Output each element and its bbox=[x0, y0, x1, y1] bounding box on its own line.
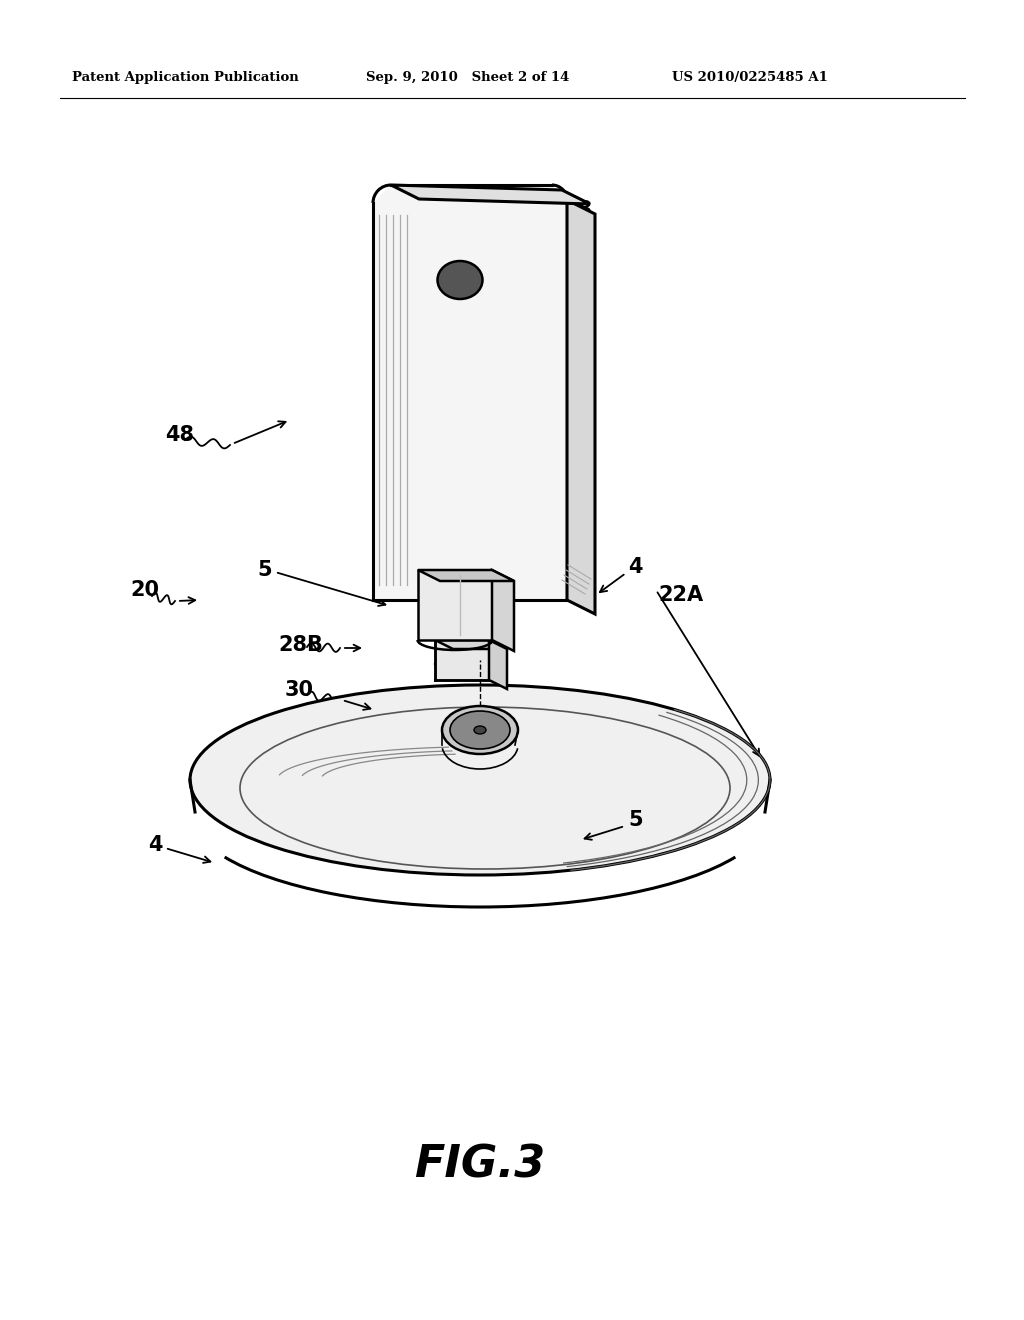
Text: Sep. 9, 2010   Sheet 2 of 14: Sep. 9, 2010 Sheet 2 of 14 bbox=[366, 71, 569, 84]
Polygon shape bbox=[391, 185, 590, 205]
Text: 4: 4 bbox=[628, 557, 642, 577]
Polygon shape bbox=[373, 185, 567, 601]
Text: 28A: 28A bbox=[510, 498, 555, 517]
Text: 5: 5 bbox=[257, 560, 272, 579]
Text: 4: 4 bbox=[148, 836, 163, 855]
Polygon shape bbox=[418, 570, 492, 640]
Ellipse shape bbox=[450, 711, 510, 748]
Ellipse shape bbox=[437, 261, 482, 300]
Polygon shape bbox=[492, 570, 514, 651]
Text: 22A: 22A bbox=[658, 585, 703, 605]
Ellipse shape bbox=[474, 726, 486, 734]
Text: 5: 5 bbox=[628, 810, 643, 830]
Polygon shape bbox=[435, 640, 507, 649]
Text: 29: 29 bbox=[470, 634, 499, 653]
Text: US 2010/0225485 A1: US 2010/0225485 A1 bbox=[672, 71, 827, 84]
Ellipse shape bbox=[442, 706, 518, 754]
Polygon shape bbox=[418, 570, 514, 581]
Polygon shape bbox=[435, 640, 489, 680]
Text: 28: 28 bbox=[563, 201, 592, 220]
Polygon shape bbox=[567, 201, 595, 614]
Text: 30: 30 bbox=[285, 680, 314, 700]
Text: 20: 20 bbox=[130, 579, 159, 601]
Text: FIG.3: FIG.3 bbox=[415, 1143, 546, 1187]
Polygon shape bbox=[489, 640, 507, 689]
Text: Patent Application Publication: Patent Application Publication bbox=[72, 71, 299, 84]
Text: 28B: 28B bbox=[278, 635, 323, 655]
Text: 48: 48 bbox=[165, 425, 194, 445]
Ellipse shape bbox=[190, 685, 770, 875]
